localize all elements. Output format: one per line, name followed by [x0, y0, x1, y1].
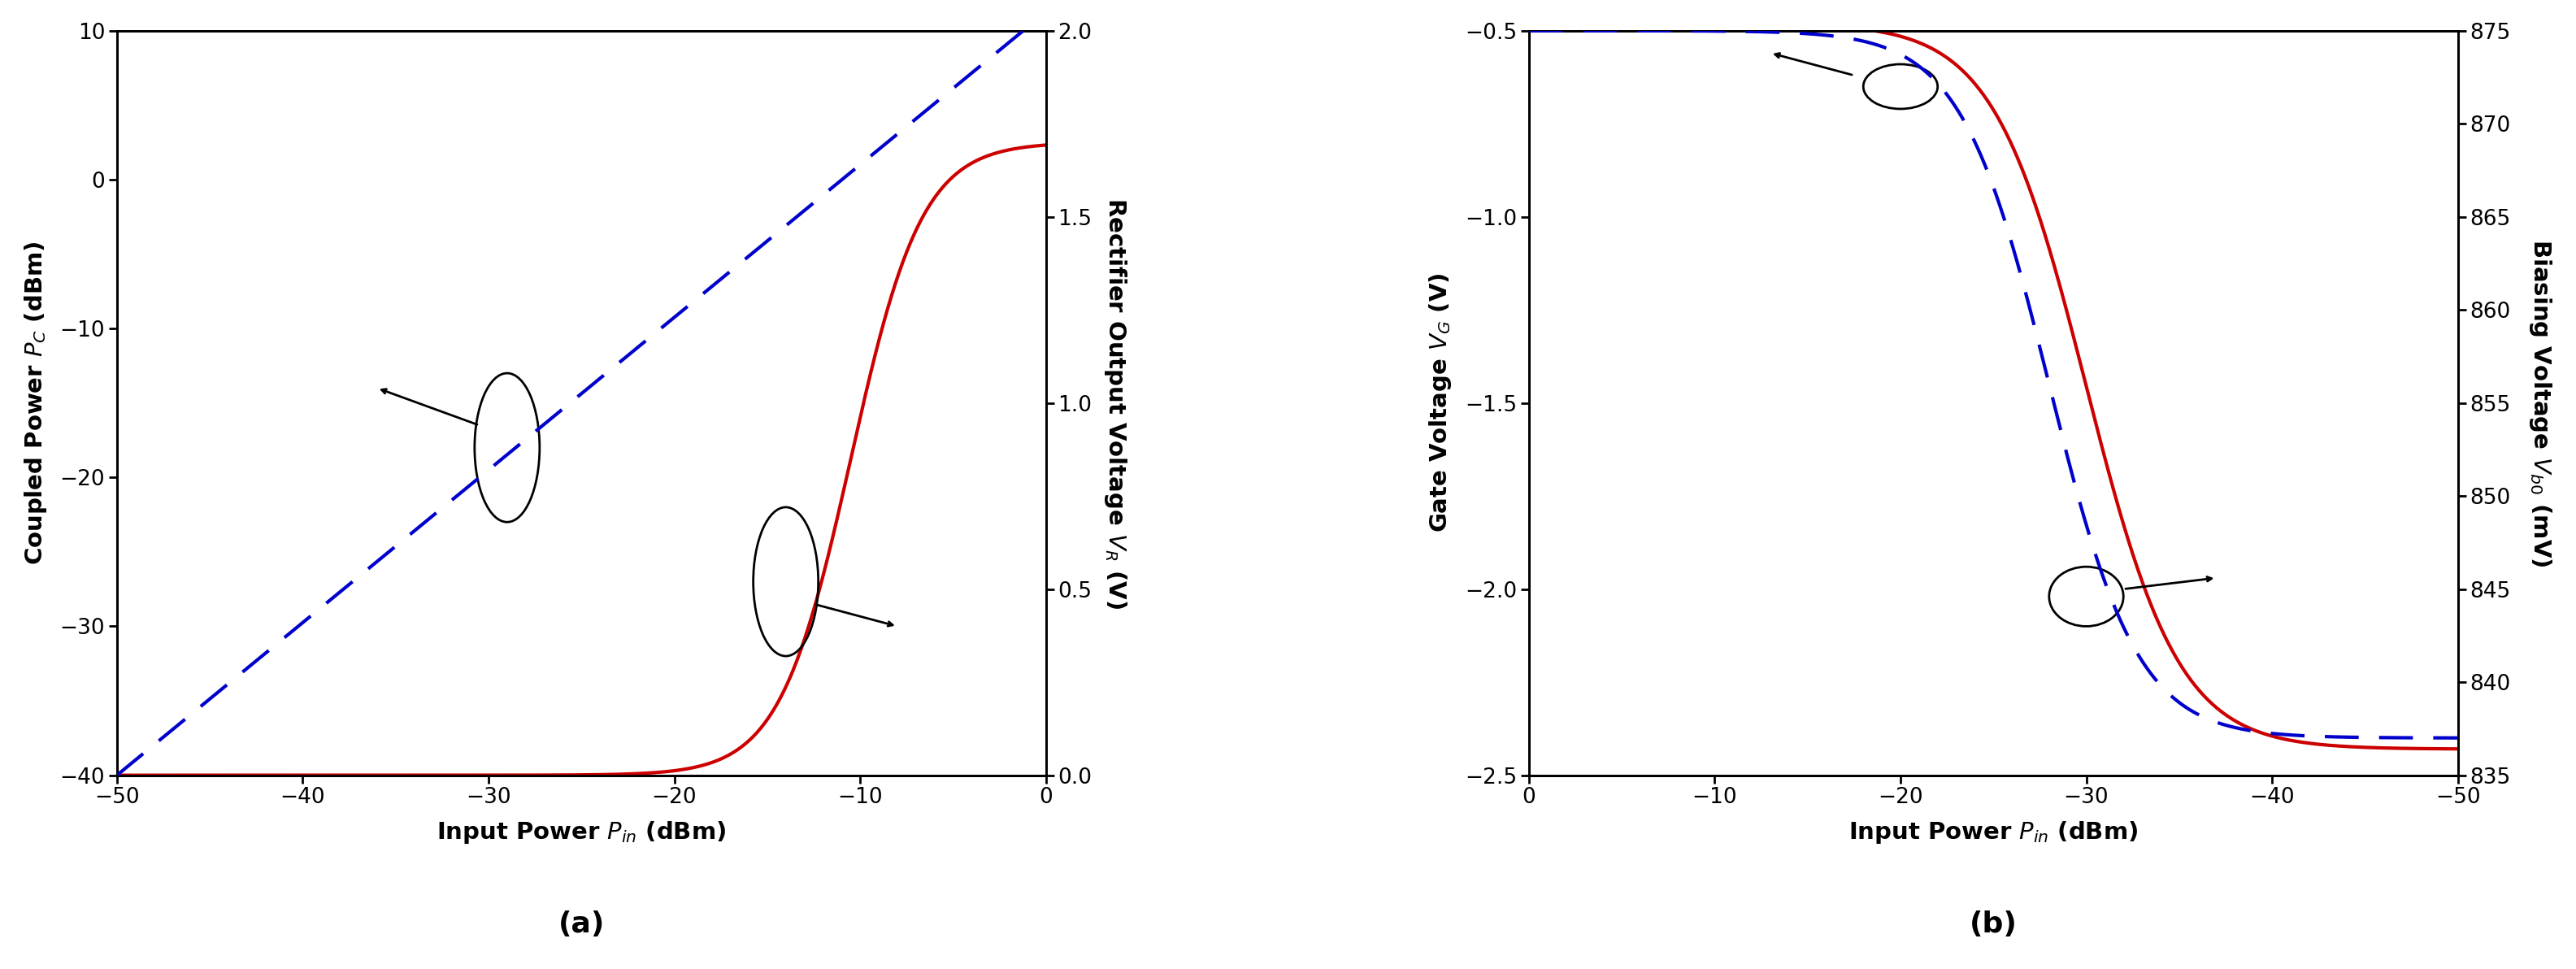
Text: (b): (b) [1971, 910, 2017, 938]
X-axis label: Input Power $P_{in}$ (dBm): Input Power $P_{in}$ (dBm) [1850, 820, 2138, 846]
X-axis label: Input Power $P_{in}$ (dBm): Input Power $P_{in}$ (dBm) [435, 820, 726, 846]
Y-axis label: Rectifier Output Voltage $V_R$ (V): Rectifier Output Voltage $V_R$ (V) [1103, 198, 1128, 609]
Text: (a): (a) [559, 910, 605, 938]
Y-axis label: Gate Voltage $V_G$ (V): Gate Voltage $V_G$ (V) [1427, 273, 1453, 533]
Y-axis label: Biasing Voltage $V_{b0}$ (mV): Biasing Voltage $V_{b0}$ (mV) [2527, 239, 2553, 567]
Y-axis label: Coupled Power $P_C$ (dBm): Coupled Power $P_C$ (dBm) [23, 241, 49, 565]
